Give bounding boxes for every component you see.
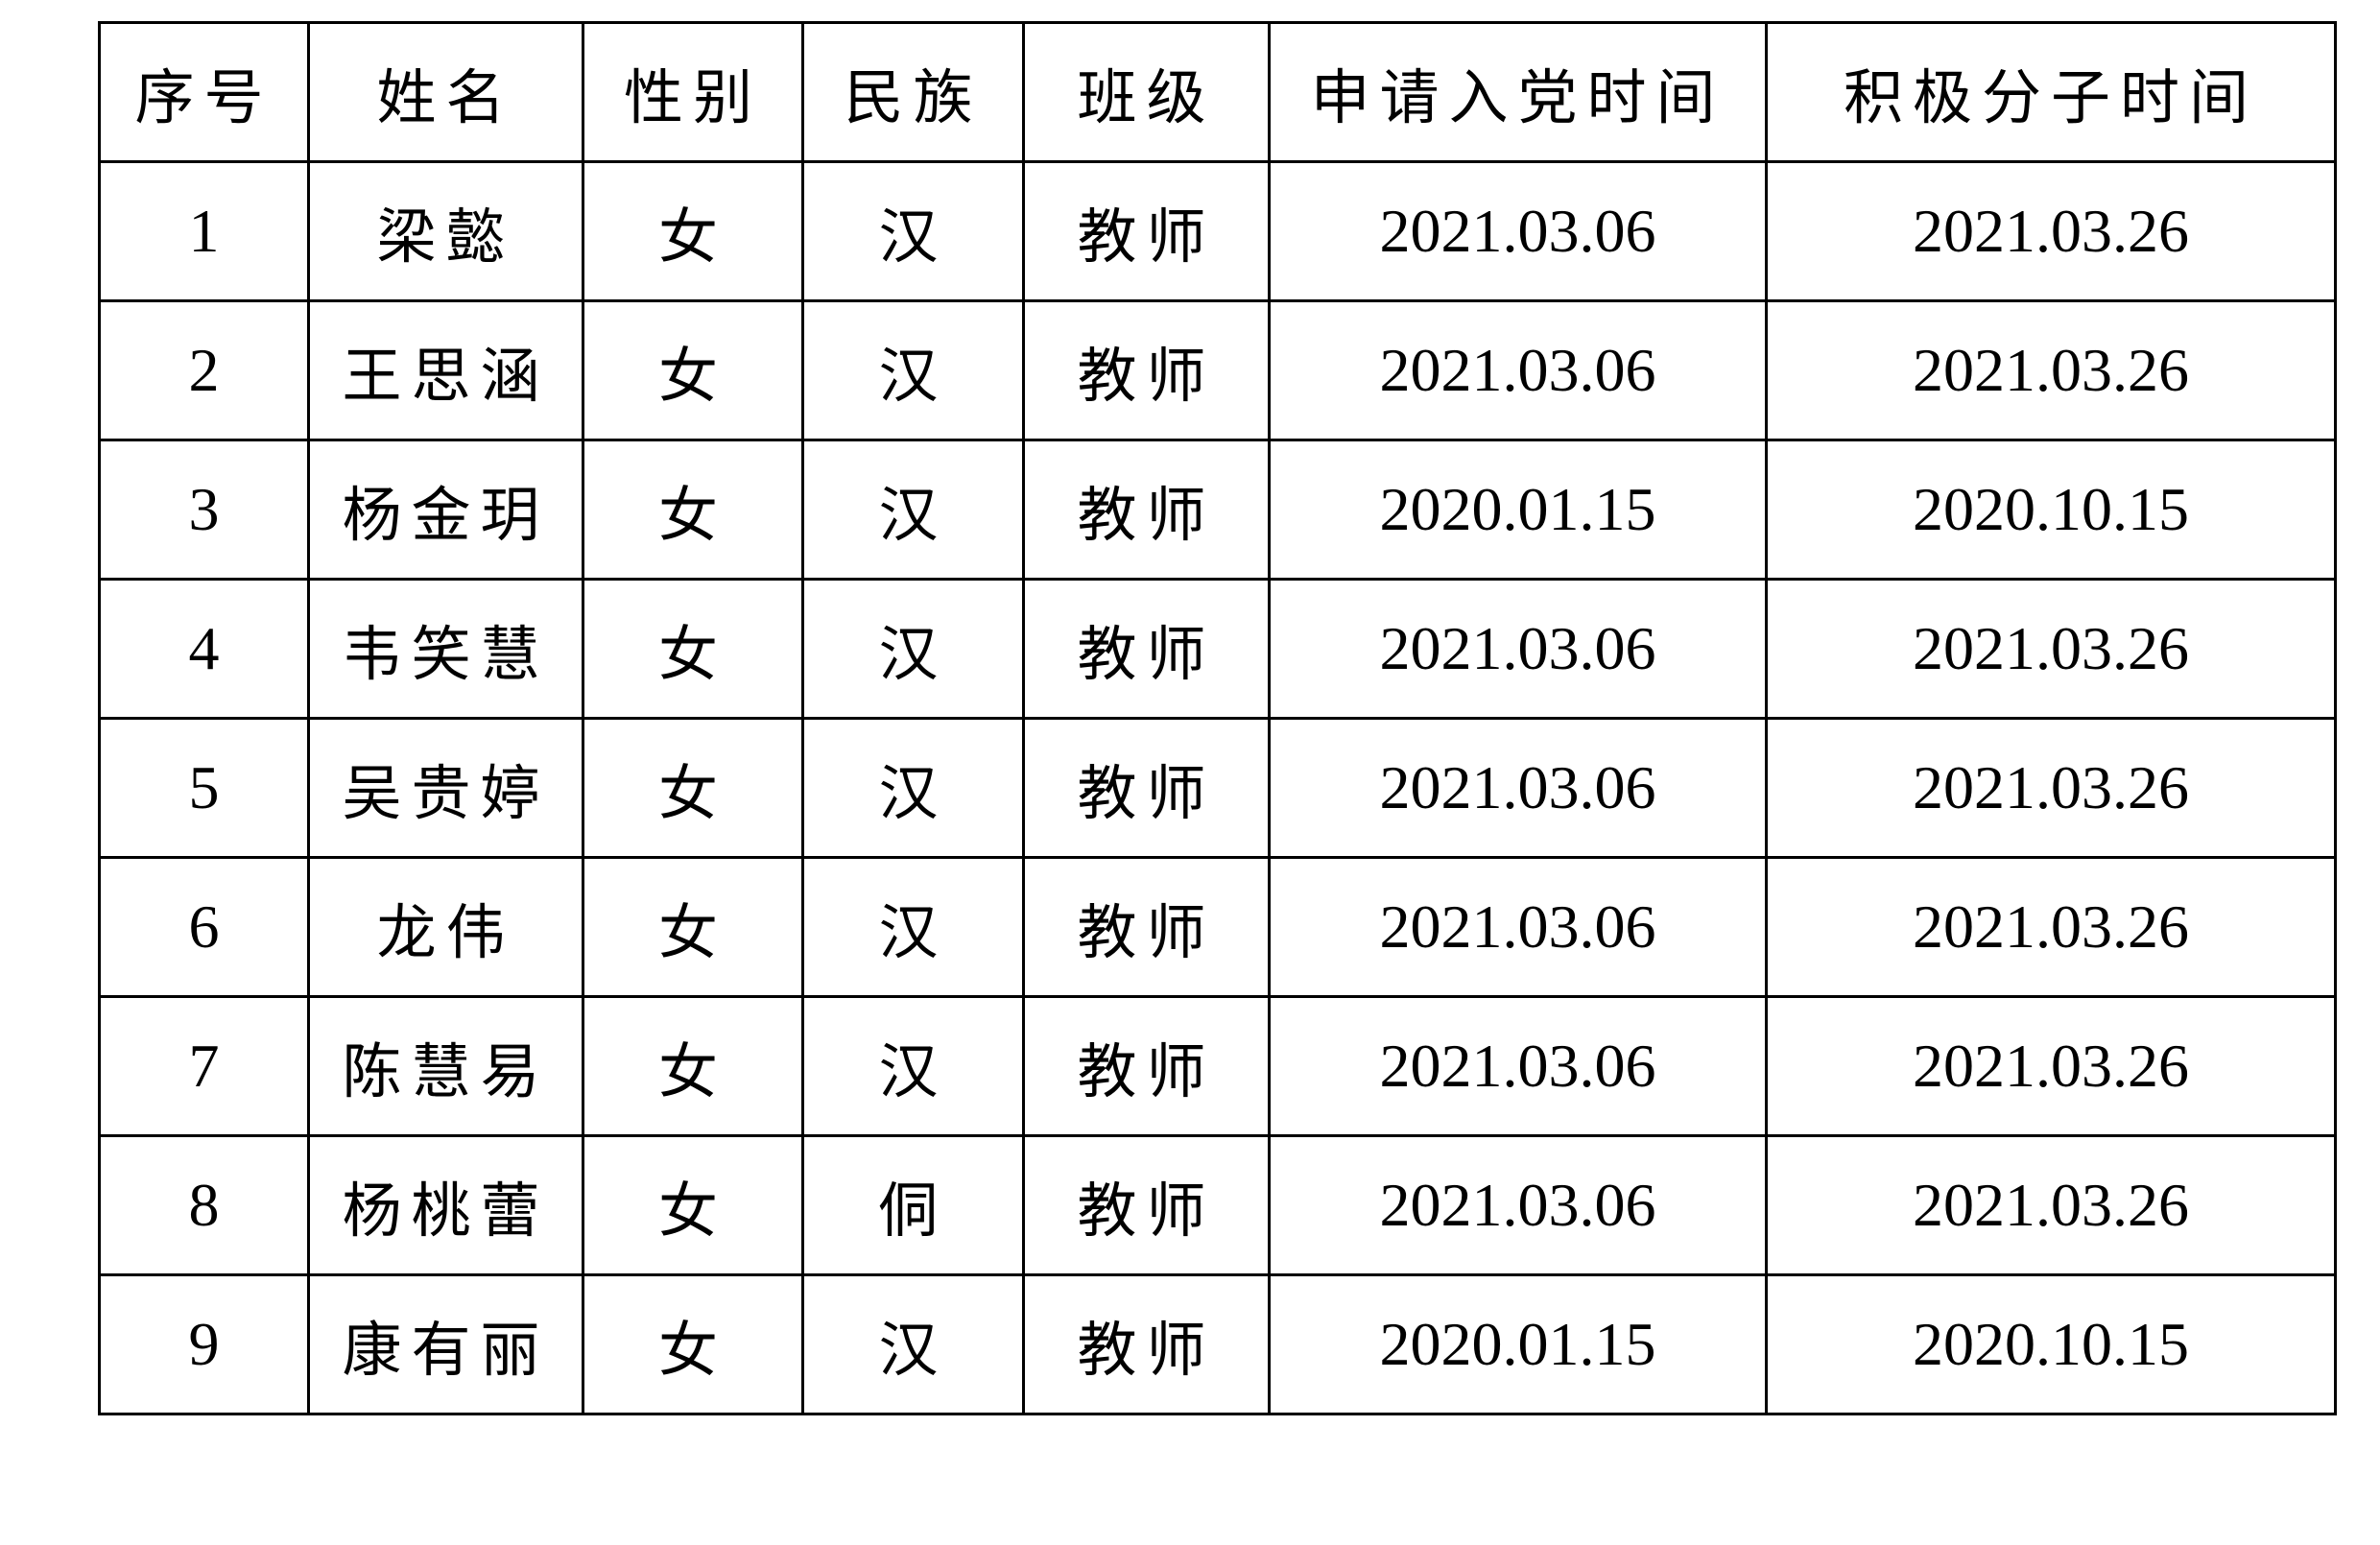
cell-gender: 女	[582, 439, 804, 581]
cell-name: 王思涵	[307, 299, 584, 441]
cell-activist-date: 2021.03.26	[1765, 717, 2337, 859]
cell-index: 7	[98, 995, 310, 1137]
cell-name: 韦笑慧	[307, 578, 584, 720]
cell-index: 9	[98, 1273, 310, 1415]
cell-gender: 女	[582, 856, 804, 998]
cell-ethnicity: 汉	[801, 856, 1025, 998]
cell-application-date: 2021.03.06	[1268, 995, 1768, 1137]
cell-ethnicity: 汉	[801, 299, 1025, 441]
member-table: 序号 姓名 性别 民族 班级 申请入党时间 积极分子时间 1 梁懿女汉教师 2021.03.06…	[98, 21, 2337, 1415]
cell-application-date: 2021.03.06	[1268, 1134, 1768, 1276]
cell-class: 教师	[1022, 299, 1271, 441]
cell-class: 教师	[1022, 995, 1271, 1137]
table-row: 6 龙伟女汉教师 2021.03.06 2021.03.26	[98, 856, 2337, 998]
table-row: 3 杨金玥女汉教师 2020.01.15 2020.10.15	[98, 439, 2337, 581]
cell-ethnicity: 汉	[801, 160, 1025, 302]
cell-index: 6	[98, 856, 310, 998]
cell-ethnicity: 汉	[801, 439, 1025, 581]
cell-activist-date: 2020.10.15	[1765, 439, 2337, 581]
cell-activist-date: 2021.03.26	[1765, 1134, 2337, 1276]
column-header-gender: 性别	[582, 21, 804, 163]
cell-gender: 女	[582, 578, 804, 720]
cell-name: 杨桃蕾	[307, 1134, 584, 1276]
cell-ethnicity: 汉	[801, 1273, 1025, 1415]
cell-ethnicity: 汉	[801, 995, 1025, 1137]
cell-name: 龙伟	[307, 856, 584, 998]
cell-ethnicity: 汉	[801, 578, 1025, 720]
cell-class: 教师	[1022, 439, 1271, 581]
table-row: 1 梁懿女汉教师 2021.03.06 2021.03.26	[98, 160, 2337, 302]
cell-application-date: 2021.03.06	[1268, 160, 1768, 302]
table-row: 8 杨桃蕾女侗教师 2021.03.06 2021.03.26	[98, 1134, 2337, 1276]
cell-index: 1	[98, 160, 310, 302]
cell-activist-date: 2021.03.26	[1765, 160, 2337, 302]
table-row: 9 康有丽女汉教师 2020.01.15 2020.10.15	[98, 1273, 2337, 1415]
header-row: 序号 姓名 性别 民族 班级 申请入党时间 积极分子时间	[98, 21, 2337, 163]
cell-application-date: 2021.03.06	[1268, 299, 1768, 441]
cell-application-date: 2021.03.06	[1268, 856, 1768, 998]
cell-class: 教师	[1022, 1134, 1271, 1276]
cell-name: 梁懿	[307, 160, 584, 302]
column-header-class: 班级	[1022, 21, 1271, 163]
cell-activist-date: 2021.03.26	[1765, 578, 2337, 720]
cell-gender: 女	[582, 1273, 804, 1415]
cell-activist-date: 2021.03.26	[1765, 856, 2337, 998]
cell-gender: 女	[582, 717, 804, 859]
cell-index: 4	[98, 578, 310, 720]
table-row: 5 吴贵婷女汉教师 2021.03.06 2021.03.26	[98, 717, 2337, 859]
cell-index: 2	[98, 299, 310, 441]
cell-class: 教师	[1022, 717, 1271, 859]
column-header-index: 序号	[98, 21, 310, 163]
cell-ethnicity: 侗	[801, 1134, 1025, 1276]
cell-activist-date: 2021.03.26	[1765, 299, 2337, 441]
cell-application-date: 2020.01.15	[1268, 1273, 1768, 1415]
cell-gender: 女	[582, 1134, 804, 1276]
cell-application-date: 2021.03.06	[1268, 578, 1768, 720]
column-header-activist-date: 积极分子时间	[1765, 21, 2337, 163]
cell-class: 教师	[1022, 578, 1271, 720]
cell-gender: 女	[582, 160, 804, 302]
cell-ethnicity: 汉	[801, 717, 1025, 859]
cell-index: 8	[98, 1134, 310, 1276]
cell-index: 3	[98, 439, 310, 581]
cell-application-date: 2020.01.15	[1268, 439, 1768, 581]
cell-name: 杨金玥	[307, 439, 584, 581]
table-row: 2 王思涵女汉教师 2021.03.06 2021.03.26	[98, 299, 2337, 441]
cell-activist-date: 2021.03.26	[1765, 995, 2337, 1137]
table-row: 4 韦笑慧女汉教师 2021.03.06 2021.03.26	[98, 578, 2337, 720]
column-header-name: 姓名	[307, 21, 584, 163]
cell-application-date: 2021.03.06	[1268, 717, 1768, 859]
cell-class: 教师	[1022, 1273, 1271, 1415]
cell-gender: 女	[582, 299, 804, 441]
column-header-ethnicity: 民族	[801, 21, 1025, 163]
cell-class: 教师	[1022, 160, 1271, 302]
column-header-application-date: 申请入党时间	[1268, 21, 1768, 163]
table-row: 7 陈慧易女汉教师 2021.03.06 2021.03.26	[98, 995, 2337, 1137]
cell-gender: 女	[582, 995, 804, 1137]
cell-index: 5	[98, 717, 310, 859]
cell-class: 教师	[1022, 856, 1271, 998]
cell-name: 吴贵婷	[307, 717, 584, 859]
cell-name: 陈慧易	[307, 995, 584, 1137]
cell-name: 康有丽	[307, 1273, 584, 1415]
cell-activist-date: 2020.10.15	[1765, 1273, 2337, 1415]
